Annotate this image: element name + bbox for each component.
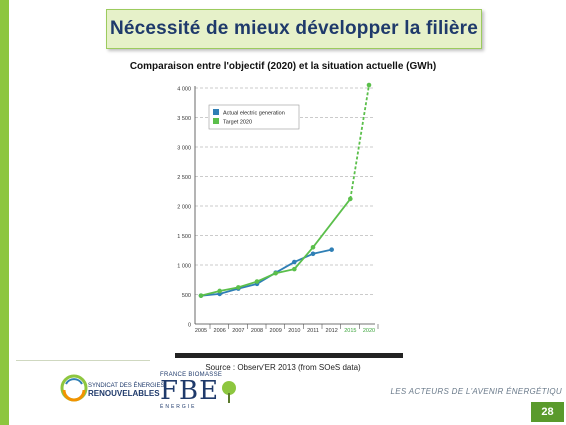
series-line-segment-0 bbox=[312, 248, 332, 255]
source-note: Source : Observ'ER 2013 (from SOeS data) bbox=[205, 363, 361, 372]
data-point-1 bbox=[217, 288, 222, 294]
data-point-1 bbox=[273, 270, 278, 276]
series-line-segment-1 bbox=[312, 198, 352, 248]
tree-icon bbox=[222, 381, 237, 403]
fbe-bottom-text: ÉNERGIE bbox=[160, 404, 197, 410]
y-tick-label: 4 000 bbox=[177, 87, 191, 93]
legend-label: Actual electric generation bbox=[223, 111, 285, 117]
series-line-segment-1 bbox=[275, 268, 295, 275]
data-point-1 bbox=[198, 293, 204, 298]
x-tick-label: 2008 bbox=[251, 328, 263, 334]
data-point-1 bbox=[366, 82, 372, 88]
chart-bottom-bar bbox=[175, 353, 403, 358]
page-number: 28 bbox=[531, 402, 564, 422]
y-tick-label: 2 500 bbox=[177, 175, 191, 181]
accent-side-bar bbox=[0, 0, 9, 425]
series-line-segment-1 bbox=[238, 280, 258, 289]
x-tick-label: 2020 bbox=[363, 328, 375, 334]
line-chart: 0 500 1 000 1 500 2 000 2 500 3 000 3 500 4 000 2… bbox=[177, 82, 379, 334]
series-line-segment-1 bbox=[293, 246, 314, 270]
fbe-logo: FRANCE BIOMASSE FBE ÉNERGIE bbox=[160, 372, 239, 410]
ser-logo-text: SYNDICAT DES ÉNERGIES RENOUVELABLES bbox=[88, 383, 165, 398]
y-tick-label: 1 000 bbox=[177, 264, 191, 270]
data-point-1 bbox=[310, 245, 316, 250]
series-line-segment-1 bbox=[349, 84, 370, 200]
x-tick-label: 2009 bbox=[270, 328, 282, 334]
tagline: LES ACTEURS DE L'AVENIR ÉNERGÉTIQU bbox=[390, 387, 562, 396]
x-tick-label: 2006 bbox=[214, 328, 226, 334]
data-point-1 bbox=[254, 279, 260, 284]
data-point-1 bbox=[292, 266, 297, 272]
legend-label: Target 2020 bbox=[223, 120, 252, 126]
slide-title: Nécessité de mieux développer la filière bbox=[109, 18, 479, 39]
y-tick-label: 0 bbox=[188, 323, 191, 329]
series-line-segment-1 bbox=[256, 272, 277, 283]
x-tick-label: 2005 bbox=[195, 328, 207, 334]
y-tick-label: 1 500 bbox=[177, 234, 191, 240]
series-line-segment-0 bbox=[238, 283, 258, 290]
fbe-letters: FBE bbox=[160, 376, 220, 406]
footer-divider bbox=[16, 360, 150, 361]
chart-title: Comparaison entre l'objectif (2020) et l… bbox=[129, 61, 437, 72]
fbe-top-text: FRANCE BIOMASSE bbox=[160, 372, 223, 378]
x-tick-label: 2007 bbox=[232, 328, 244, 334]
data-point-0 bbox=[329, 247, 334, 252]
data-point-1 bbox=[348, 196, 353, 202]
x-tick-label: 2015 bbox=[344, 328, 356, 334]
y-tick-label: 2 000 bbox=[177, 205, 191, 211]
ser-line1: SYNDICAT DES ÉNERGIES bbox=[88, 383, 165, 389]
series-line-segment-0 bbox=[219, 287, 239, 295]
ser-line2: RENOUVELABLES bbox=[88, 389, 160, 398]
slide-title-box: Nécessité de mieux développer la filière bbox=[106, 9, 482, 49]
x-tick-label: 2010 bbox=[288, 328, 300, 334]
series-line-segment-0 bbox=[275, 261, 295, 274]
y-tick-label: 3 000 bbox=[177, 146, 191, 152]
y-tick-label: 3 500 bbox=[177, 116, 191, 122]
data-point-1 bbox=[236, 285, 241, 290]
legend-swatch bbox=[213, 118, 219, 124]
legend-swatch bbox=[213, 109, 219, 115]
y-tick-label: 500 bbox=[182, 293, 191, 299]
series-line-segment-1 bbox=[200, 290, 220, 297]
ser-logo-icon bbox=[60, 374, 88, 402]
x-tick-label: 2011 bbox=[307, 328, 319, 334]
x-tick-label: 2012 bbox=[326, 328, 338, 334]
series-line-segment-1 bbox=[219, 286, 239, 292]
data-point-0 bbox=[292, 259, 297, 265]
legend-box bbox=[208, 104, 300, 130]
data-point-0 bbox=[310, 251, 316, 257]
